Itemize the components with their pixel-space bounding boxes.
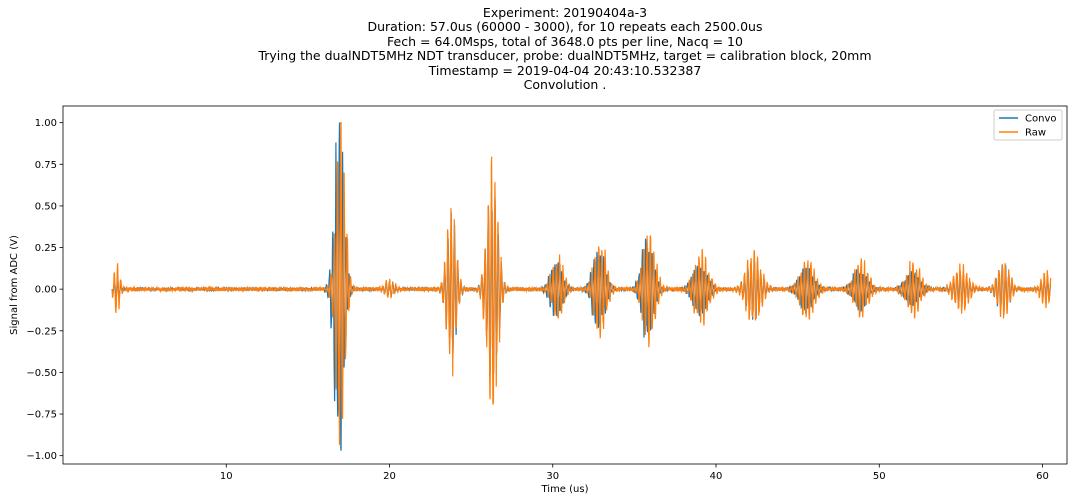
y-tick-label: 0.75 <box>35 160 57 171</box>
legend-label-raw: Raw <box>1025 128 1046 139</box>
title-line: Experiment: 20190404a-3 <box>482 5 648 20</box>
x-tick-label: 10 <box>220 471 233 482</box>
chart-title: Experiment: 20190404a-3 Duration: 57.0us… <box>63 5 1067 93</box>
title-line: Fech = 64.0Msps, total of 3648.0 pts per… <box>387 33 743 49</box>
y-axis-label: Signal from ADC (V) <box>9 235 20 335</box>
y-tick-label: −0.50 <box>26 368 57 379</box>
plot-frame <box>62 105 1068 465</box>
title-line: Trying the dualNDT5MHz NDT transducer, p… <box>258 48 872 64</box>
legend-label-convo: Convo <box>1025 114 1056 125</box>
x-tick-label: 50 <box>873 471 886 482</box>
x-tick-label: 60 <box>1036 471 1049 482</box>
y-tick-label: −1.00 <box>26 451 57 462</box>
x-tick-label: 40 <box>710 471 723 482</box>
y-tick-label: −0.25 <box>26 326 57 337</box>
x-tick-label: 30 <box>546 471 559 482</box>
y-tick-label: 0.25 <box>35 243 57 254</box>
axes-layer: 10 20 30 40 50 60 −1.00 −0.75 −0.50 −0.25 0.00 0.25… <box>26 105 1068 482</box>
series-line-convo <box>111 122 1052 451</box>
x-tick-label: 20 <box>383 471 396 482</box>
title-line: Timestamp = 2019-04-04 20:43:10.532387 <box>428 62 702 78</box>
y-tick-label: −0.75 <box>26 410 57 421</box>
y-tick-label: 0.00 <box>35 285 57 296</box>
series-layer <box>111 122 1052 451</box>
legend: Convo Raw <box>993 109 1063 141</box>
x-axis-label: Time (us) <box>540 484 588 495</box>
series-line-raw <box>111 122 1052 445</box>
y-tick-label: 1.00 <box>35 118 57 129</box>
y-tick-label: 0.50 <box>35 201 57 212</box>
title-line: Convolution . <box>523 77 607 93</box>
title-line: Duration: 57.0us (60000 - 3000), for 10 … <box>367 19 763 35</box>
